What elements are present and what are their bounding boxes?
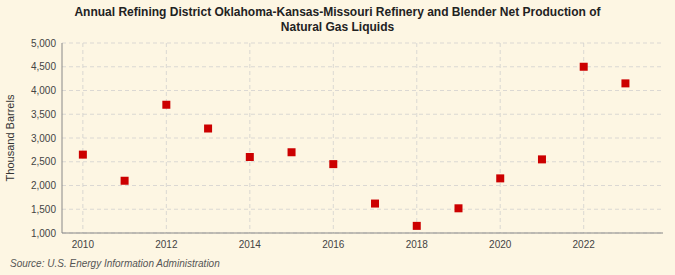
point bbox=[580, 63, 588, 71]
grid-line-x bbox=[82, 43, 83, 233]
point bbox=[79, 151, 87, 159]
y-tick-label: 4,000 bbox=[31, 85, 56, 96]
grid-line-x bbox=[583, 43, 584, 233]
point bbox=[454, 204, 462, 212]
x-tick-label: 2018 bbox=[406, 239, 429, 250]
point bbox=[496, 174, 504, 182]
grid-line-y bbox=[62, 114, 663, 115]
x-axis-line bbox=[62, 233, 663, 234]
grid-line-y bbox=[62, 66, 663, 67]
y-axis-label: Thousand Barrels bbox=[4, 94, 16, 181]
y-tick-label: 2,000 bbox=[31, 180, 56, 191]
title: Annual Refining District Oklahoma-Kansas… bbox=[74, 5, 601, 34]
point bbox=[204, 125, 212, 133]
grid-line-x bbox=[333, 43, 334, 233]
grid-line-y bbox=[62, 233, 663, 234]
point bbox=[621, 79, 629, 87]
x-tick-label: 2020 bbox=[489, 239, 512, 250]
y-tick-label: 2,500 bbox=[31, 156, 56, 167]
grid-line-y bbox=[62, 209, 663, 210]
grid-line-y bbox=[62, 43, 663, 44]
background bbox=[0, 0, 675, 275]
y-tick-label: 4,500 bbox=[31, 61, 56, 72]
source-note: Source: U.S. Energy Information Administ… bbox=[10, 258, 220, 269]
point bbox=[413, 222, 421, 230]
grid bbox=[62, 43, 663, 233]
point bbox=[246, 153, 254, 161]
grid-line-y bbox=[62, 90, 663, 91]
y-tick-label: 3,000 bbox=[31, 133, 56, 144]
point bbox=[538, 155, 546, 163]
y-tick-label: 5,000 bbox=[31, 38, 56, 49]
point bbox=[121, 177, 129, 185]
grid-line-x bbox=[416, 43, 417, 233]
grid-line-x bbox=[500, 43, 501, 233]
grid-line-y bbox=[62, 185, 663, 186]
marks bbox=[79, 63, 630, 230]
x-tick-label: 2012 bbox=[155, 239, 178, 250]
grid-line-y bbox=[62, 161, 663, 162]
point bbox=[162, 101, 170, 109]
grid-line-y bbox=[62, 138, 663, 139]
point bbox=[371, 200, 379, 208]
axes: 1,000 1,500 2,000 2,500 3,000 3,500 4,000 4,500… bbox=[31, 38, 663, 251]
y-tick-label: 1,000 bbox=[31, 228, 56, 239]
x-tick-label: 2022 bbox=[573, 239, 596, 250]
grid-line-x bbox=[166, 43, 167, 233]
title-line: Annual Refining District Oklahoma-Kansas… bbox=[74, 5, 601, 19]
grid-line-x bbox=[249, 43, 250, 233]
point bbox=[288, 148, 296, 156]
x-tick-label: 2014 bbox=[239, 239, 262, 250]
y-tick-label: 1,500 bbox=[31, 204, 56, 215]
y-tick-label: 3,500 bbox=[31, 109, 56, 120]
y-axis-line bbox=[62, 43, 63, 233]
title-line: Natural Gas Liquids bbox=[281, 20, 395, 34]
x-tick-label: 2010 bbox=[72, 239, 95, 250]
chart: Annual Refining District Oklahoma-Kansas… bbox=[0, 0, 675, 275]
point bbox=[329, 160, 337, 168]
x-tick-label: 2016 bbox=[322, 239, 345, 250]
